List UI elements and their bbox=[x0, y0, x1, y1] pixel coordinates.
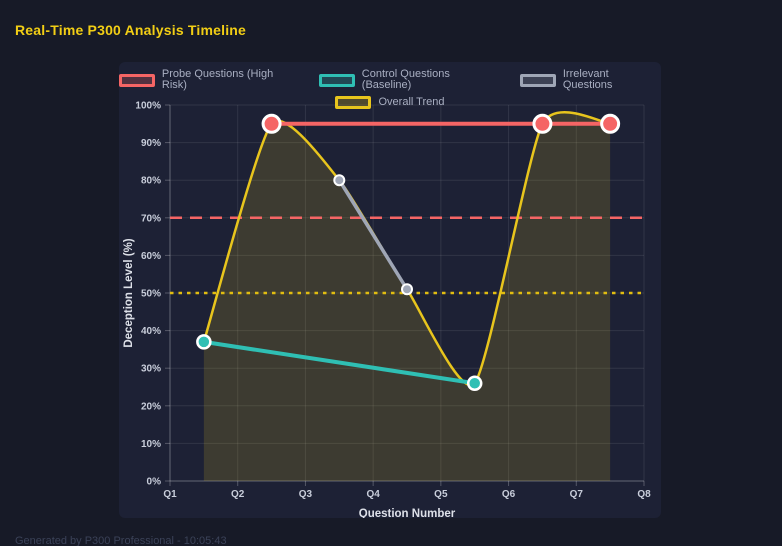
data-point-control-questions-baseline-1[interactable] bbox=[196, 334, 212, 350]
footer-note: Generated by P300 Professional - 10:05:4… bbox=[15, 535, 227, 546]
area-fill-overall-trend bbox=[203, 112, 611, 481]
chart-card: Probe Questions (High Risk) Control Quest… bbox=[119, 62, 661, 518]
data-point-probe-questions-high-risk-2[interactable] bbox=[532, 113, 553, 134]
legend-item-overall-trend[interactable]: Overall Trend bbox=[335, 96, 445, 109]
y-tick-label-30%: 30% bbox=[141, 364, 161, 375]
y-tick-label-50%: 50% bbox=[141, 289, 161, 300]
x-tick-label-Q8: Q8 bbox=[637, 489, 651, 500]
x-tick-label-Q4: Q4 bbox=[366, 489, 380, 500]
legend-label-control-questions-baseline: Control Questions (Baseline) bbox=[361, 68, 450, 91]
x-tick-label-Q3: Q3 bbox=[299, 489, 313, 500]
x-tick-label-Q5: Q5 bbox=[434, 489, 448, 500]
y-tick-label-100%: 100% bbox=[135, 101, 161, 112]
page-title: Real-Time P300 Analysis Timeline bbox=[15, 22, 247, 38]
data-point-irrelevant-questions-1[interactable] bbox=[333, 174, 346, 187]
legend-row-1: Probe Questions (High Risk) Control Quest… bbox=[119, 69, 661, 91]
legend-label-irrelevant-questions: Irrelevant Questions bbox=[562, 68, 613, 91]
x-tick-label-Q1: Q1 bbox=[163, 489, 177, 500]
y-tick-label-20%: 20% bbox=[141, 401, 161, 412]
data-point-probe-questions-high-risk-1[interactable] bbox=[261, 113, 282, 134]
legend-item-probe-questions-high-risk[interactable]: Probe Questions (High Risk) bbox=[119, 69, 301, 91]
y-tick-label-80%: 80% bbox=[141, 176, 161, 187]
y-tick-label-70%: 70% bbox=[141, 213, 161, 224]
legend-swatch-overall-trend bbox=[335, 96, 372, 109]
legend-swatch-probe-questions-high-risk bbox=[119, 73, 155, 87]
y-tick-label-60%: 60% bbox=[141, 251, 161, 262]
y-tick-label-0%: 0% bbox=[147, 477, 162, 488]
series-line-control-questions-baseline bbox=[201, 339, 477, 386]
data-point-probe-questions-high-risk-3[interactable] bbox=[600, 113, 621, 134]
chart-plot-area: Q1 Q2 Q3 Q4 Q5 Q6 Q7 Q8 0% 10% 20% 30% 40% 50% 60% 70% 8… bbox=[123, 101, 651, 519]
legend-item-control-questions-baseline[interactable]: Control Questions (Baseline) bbox=[318, 68, 502, 91]
x-tick-label-Q6: Q6 bbox=[502, 489, 516, 500]
legend-row-2: Overall Trend bbox=[335, 96, 445, 109]
x-tick-label-Q7: Q7 bbox=[570, 489, 584, 500]
y-tick-label-90%: 90% bbox=[141, 138, 161, 149]
legend-label-probe-questions-high-risk: Probe Questions (High Risk) bbox=[161, 68, 274, 91]
x-axis-title: Question Number bbox=[359, 508, 456, 518]
x-tick-label-Q2: Q2 bbox=[231, 489, 245, 500]
series-line-irrelevant-questions bbox=[337, 178, 409, 291]
legend-swatch-control-questions-baseline bbox=[318, 73, 355, 87]
chart-legend: Probe Questions (High Risk) Control Quest… bbox=[119, 69, 661, 109]
legend-swatch-irrelevant-questions bbox=[519, 73, 556, 87]
data-point-control-questions-baseline-2[interactable] bbox=[466, 375, 483, 391]
legend-item-irrelevant-questions[interactable]: Irrelevant Questions bbox=[519, 68, 661, 91]
data-point-irrelevant-questions-2[interactable] bbox=[401, 283, 413, 296]
y-tick-label-40%: 40% bbox=[141, 326, 161, 337]
y-tick-label-10%: 10% bbox=[141, 439, 161, 450]
y-axis-title: Deception Level (%) bbox=[123, 238, 135, 347]
legend-label-overall-trend: Overall Trend bbox=[378, 96, 445, 108]
